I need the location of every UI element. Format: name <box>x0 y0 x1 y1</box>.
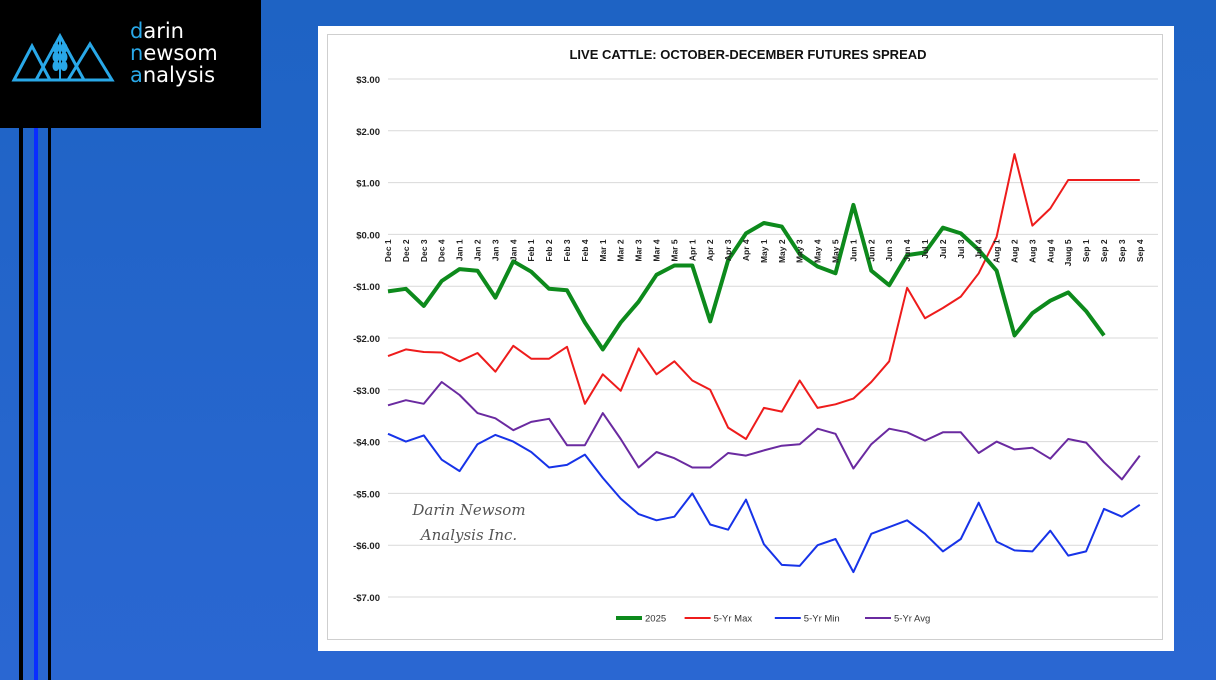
x-tick-label: Apr 3 <box>723 239 733 261</box>
x-tick-label: Jan 2 <box>473 239 483 261</box>
chart-card: LIVE CATTLE: OCTOBER-DECEMBER FUTURES SP… <box>318 26 1174 651</box>
watermark-line-1: Darin Newsom <box>411 501 525 519</box>
x-tick-label: Jan 3 <box>490 239 500 261</box>
series-line-5-yr-avg <box>387 381 1141 481</box>
y-tick-label: -$6.00 <box>353 541 380 552</box>
y-tick-label: $1.00 <box>356 179 380 190</box>
watermark-line-2: Analysis Inc. <box>419 526 517 544</box>
logo-mountains-icon <box>11 32 115 82</box>
x-tick-label: Feb 1 <box>526 239 536 261</box>
x-tick-label: Jaug 5 <box>1063 239 1073 266</box>
x-tick-label: Sep 4 <box>1135 239 1145 262</box>
x-tick-label: Sep 2 <box>1099 239 1109 262</box>
x-tick-label: Aug 3 <box>1027 239 1037 263</box>
x-tick-label: Dec 1 <box>383 239 393 262</box>
x-tick-label: Mar 2 <box>616 239 626 261</box>
x-tick-label: Dec 4 <box>437 239 447 262</box>
x-tick-label: Jun 4 <box>902 239 912 261</box>
y-tick-label: -$4.00 <box>353 438 380 449</box>
x-tick-label: Apr 4 <box>741 239 751 261</box>
x-tick-label: Feb 4 <box>580 239 590 261</box>
y-tick-label: -$3.00 <box>353 386 380 397</box>
y-tick-label: $2.00 <box>356 127 380 138</box>
x-tick-label: Jun 1 <box>848 239 858 261</box>
logo-line-3: analysis <box>130 63 216 87</box>
x-tick-label: Jan 1 <box>455 239 465 261</box>
x-tick-label: May 3 <box>795 239 805 263</box>
y-tick-label: -$5.00 <box>353 489 380 500</box>
x-tick-label: Mar 4 <box>652 239 662 261</box>
x-tick-label: Apr 1 <box>687 239 697 261</box>
legend-label: 2025 <box>645 614 666 625</box>
y-tick-label: -$2.00 <box>353 334 380 345</box>
x-tick-label: May 1 <box>759 239 769 263</box>
legend-label: 5-Yr Avg <box>894 614 930 625</box>
logo-box: darin newsom analysis <box>0 0 261 128</box>
x-tick-label: Jul 3 <box>956 239 966 259</box>
x-tick-label: Feb 3 <box>562 239 572 261</box>
x-tick-label: May 4 <box>813 239 823 263</box>
x-tick-label: Feb 2 <box>544 239 554 261</box>
y-tick-label: $0.00 <box>356 230 380 241</box>
x-tick-label: Jul 1 <box>920 239 930 259</box>
series-line-5-yr-min <box>387 432 1141 574</box>
x-tick-label: May 5 <box>831 239 841 263</box>
x-tick-label: Jun 2 <box>866 239 876 261</box>
x-tick-label: Aug 4 <box>1045 239 1055 263</box>
logo-line-1: darin <box>130 19 184 43</box>
chart-frame: LIVE CATTLE: OCTOBER-DECEMBER FUTURES SP… <box>327 34 1163 640</box>
x-tick-label: Mar 5 <box>669 239 679 261</box>
x-tick-label: Dec 2 <box>401 239 411 262</box>
decor-bar-blue <box>34 128 38 680</box>
y-tick-label: -$7.00 <box>353 593 380 604</box>
x-tick-label: Aug 2 <box>1010 239 1020 263</box>
y-tick-label: $3.00 <box>356 75 380 86</box>
series-line-5-yr-max <box>387 153 1140 440</box>
x-tick-label: Aug 1 <box>992 239 1002 263</box>
chart-title: LIVE CATTLE: OCTOBER-DECEMBER FUTURES SP… <box>569 47 926 62</box>
legend-label: 5-Yr Min <box>804 614 840 625</box>
series-line-2025 <box>387 202 1106 352</box>
x-tick-label: Jul 4 <box>974 239 984 259</box>
line-chart: LIVE CATTLE: OCTOBER-DECEMBER FUTURES SP… <box>353 47 1158 625</box>
x-tick-label: May 2 <box>777 239 787 263</box>
decor-bar-black-1 <box>19 128 23 680</box>
x-tick-label: Apr 2 <box>705 239 715 261</box>
logo-wordmark: darin newsom analysis <box>130 20 218 86</box>
x-tick-label: Mar 3 <box>634 239 644 261</box>
x-tick-label: Mar 1 <box>598 239 608 261</box>
x-tick-label: Sep 3 <box>1117 239 1127 262</box>
x-tick-label: Jan 4 <box>508 239 518 261</box>
logo-line-2: newsom <box>130 41 218 65</box>
decor-bar-black-2 <box>48 128 51 680</box>
x-tick-label: Jul 2 <box>938 239 948 259</box>
legend-label: 5-Yr Max <box>714 614 753 625</box>
x-tick-label: Jun 3 <box>884 239 894 261</box>
x-tick-label: Dec 3 <box>419 239 429 262</box>
x-tick-label: Sep 1 <box>1081 239 1091 262</box>
y-tick-label: -$1.00 <box>353 282 380 293</box>
